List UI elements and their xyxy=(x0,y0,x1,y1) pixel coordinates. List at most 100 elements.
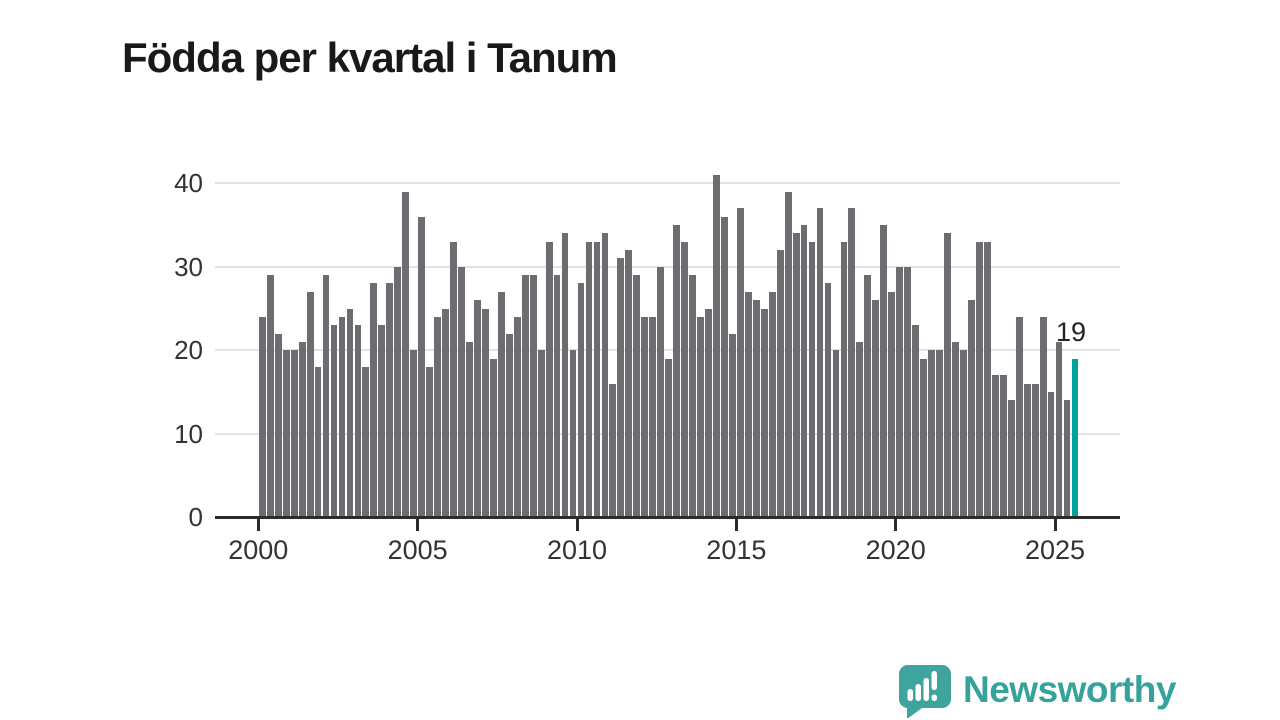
bar xyxy=(410,350,418,517)
bar xyxy=(402,191,410,517)
bar xyxy=(426,366,433,517)
bar xyxy=(537,350,545,517)
bar xyxy=(545,241,553,517)
bar xyxy=(776,250,784,517)
bar xyxy=(577,283,585,517)
highlighted-bar xyxy=(1071,358,1079,517)
bar xyxy=(282,350,290,517)
bar xyxy=(960,350,967,517)
bar xyxy=(609,383,617,517)
bar xyxy=(418,216,426,517)
bar xyxy=(665,358,673,517)
bar xyxy=(920,358,927,517)
bar xyxy=(1063,400,1071,517)
bar xyxy=(888,291,896,517)
bar xyxy=(354,325,362,517)
x-tick-2020 xyxy=(894,518,898,531)
bar xyxy=(1055,341,1063,517)
bar xyxy=(474,300,481,517)
bar xyxy=(848,208,856,517)
bar xyxy=(553,275,561,517)
bar xyxy=(800,225,808,517)
bar xyxy=(505,333,513,517)
bar xyxy=(880,225,888,517)
highlight-value-label: 19 xyxy=(1055,316,1087,347)
bar xyxy=(625,250,633,517)
x-axis-label-2005: 2005 xyxy=(387,535,448,565)
bar xyxy=(752,300,760,517)
x-tick-2025 xyxy=(1053,518,1057,531)
bar xyxy=(840,241,848,517)
bar xyxy=(593,241,601,517)
bar xyxy=(529,275,537,517)
bar xyxy=(944,233,951,517)
y-axis-label-30: 30 xyxy=(174,251,203,282)
bar xyxy=(306,291,314,517)
bar xyxy=(617,258,625,517)
y-axis-label-20: 20 xyxy=(174,335,203,366)
bar xyxy=(681,241,688,517)
bar xyxy=(896,266,904,517)
bar xyxy=(968,300,975,517)
bar xyxy=(864,275,872,517)
bar xyxy=(1023,383,1031,517)
bar xyxy=(466,341,473,517)
bar xyxy=(856,341,864,517)
bar xyxy=(983,241,991,517)
newsworthy-logo-text: Newsworthy xyxy=(963,669,1176,710)
bar xyxy=(904,266,912,517)
bar xyxy=(458,266,465,517)
bar xyxy=(744,291,752,517)
newsworthy-logo: Newsworthy xyxy=(897,662,1176,718)
bar xyxy=(1039,316,1047,517)
bar xyxy=(314,366,322,517)
bar xyxy=(266,275,274,517)
bar xyxy=(697,316,704,517)
bar xyxy=(713,175,720,517)
bar xyxy=(1031,383,1039,517)
x-axis-label-2020: 2020 xyxy=(865,535,926,565)
bar xyxy=(1047,391,1055,517)
bar xyxy=(569,350,577,517)
x-axis-label-2000: 2000 xyxy=(228,535,289,565)
bar xyxy=(274,333,282,517)
x-axis-label-2015: 2015 xyxy=(706,535,767,565)
bar xyxy=(633,275,641,517)
x-axis xyxy=(215,515,1120,519)
bar xyxy=(768,291,776,517)
gridline-y-30 xyxy=(215,265,1120,268)
bar xyxy=(442,308,449,517)
bar xyxy=(370,283,378,517)
bar xyxy=(784,191,792,517)
bar xyxy=(991,375,999,517)
gridline-y-40 xyxy=(215,182,1120,185)
bar xyxy=(258,316,266,517)
logo-exclamation-dot xyxy=(931,694,937,701)
bar xyxy=(936,350,943,517)
bar xyxy=(1007,400,1015,517)
bar xyxy=(728,333,736,517)
bar xyxy=(481,308,489,517)
bar xyxy=(689,275,696,517)
y-axis-label-10: 10 xyxy=(174,418,203,449)
x-axis-label-2010: 2010 xyxy=(546,535,608,565)
bar xyxy=(1015,316,1023,517)
bar xyxy=(489,358,497,517)
bar xyxy=(721,216,728,517)
bar xyxy=(816,208,824,517)
bar xyxy=(999,375,1007,517)
bar xyxy=(330,325,338,517)
bar xyxy=(705,308,712,517)
bar xyxy=(521,275,529,517)
x-axis-label-2025: 2025 xyxy=(1025,535,1086,565)
bar xyxy=(601,233,609,517)
x-tick-2005 xyxy=(416,518,420,531)
x-tick-2015 xyxy=(734,518,738,531)
bar xyxy=(760,308,768,517)
bar xyxy=(872,300,880,517)
bar xyxy=(386,283,394,517)
bar xyxy=(975,241,983,517)
logo-exclamation-stem xyxy=(931,671,937,690)
bar xyxy=(673,225,680,517)
